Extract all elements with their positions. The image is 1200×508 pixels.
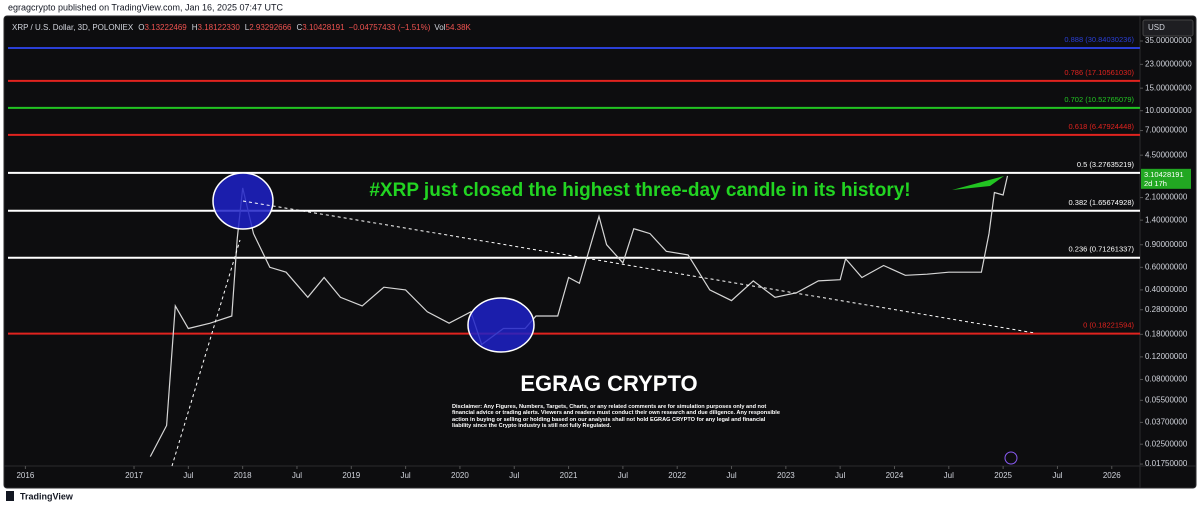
y-tick-label: 0.01750000: [1145, 459, 1188, 468]
y-tick-label: 0.90000000: [1145, 240, 1188, 249]
x-tick-label: 2024: [886, 471, 904, 480]
ohlc-value: 3.10428191: [302, 23, 345, 32]
annotation: #XRP just closed the highest three-day c…: [369, 180, 910, 201]
x-tick-label: 2019: [342, 471, 360, 480]
brand: EGRAG CRYPTO: [520, 371, 697, 396]
x-tick-label: Jul: [944, 471, 954, 480]
plus-button[interactable]: [1004, 451, 1018, 465]
arrow: [952, 176, 1004, 190]
x-tick-label: 2017: [125, 471, 143, 480]
fib-label: 0.786 (17.10561030): [1064, 68, 1134, 77]
trend-line: [242, 200, 1036, 334]
y-tick-label: 0.05500000: [1145, 395, 1188, 404]
y-tick-label: 2.10000000: [1145, 193, 1188, 202]
disclaimer: Disclaimer: Any Figures, Numbers, Target…: [452, 404, 780, 430]
logo: [6, 491, 14, 501]
price-tag-countdown: 2d 17h: [1144, 179, 1167, 188]
y-tick-label: 0.28000000: [1145, 305, 1188, 314]
x-tick-label: 2025: [994, 471, 1012, 480]
x-tick-label: Jul: [400, 471, 410, 480]
y-tick-label: 35.00000000: [1145, 36, 1192, 45]
symbol-legend: XRP / U.S. Dollar, 3D, POLONIEX O3.132224…: [12, 23, 472, 32]
x-tick-label: 2020: [451, 471, 469, 480]
fib-label: 0 (0.18221594): [1083, 321, 1134, 330]
x-tick-label: 2018: [234, 471, 252, 480]
ohlc-value: 3.13222469: [144, 23, 187, 32]
symbol: XRP / U.S. Dollar, 3D, POLONIEX: [12, 23, 134, 32]
x-tick-label: Jul: [618, 471, 628, 480]
y-tick-label: 0.02500000: [1145, 439, 1188, 448]
x-tick-label: Jul: [509, 471, 519, 480]
price-line: [149, 175, 1009, 457]
x-tick-label: Jul: [292, 471, 302, 480]
x-tick-label: 2023: [777, 471, 795, 480]
y-tick-label: 0.60000000: [1145, 262, 1188, 271]
x-tick-label: Jul: [726, 471, 736, 480]
x-tick-label: 2021: [560, 471, 578, 480]
ohlc-key: H: [192, 23, 198, 32]
price-tag: [1141, 168, 1191, 189]
x-tick-label: Jul: [183, 471, 193, 480]
y-tick-label: 0.18000000: [1145, 329, 1188, 338]
ohlc-key: C: [297, 23, 303, 32]
y-tick-label: 0.12000000: [1145, 352, 1188, 361]
change: −0.04757433 (−1.51%): [349, 23, 431, 32]
x-tick-label: 2022: [668, 471, 686, 480]
y-tick-label: 1.40000000: [1145, 215, 1188, 224]
volume: 54.38K: [446, 23, 472, 32]
y-tick-label: 10.00000000: [1145, 106, 1192, 115]
y-tick-label: 0.08000000: [1145, 375, 1188, 384]
y-tick-label: 15.00000000: [1145, 83, 1192, 92]
highlight-circle: [467, 297, 535, 353]
x-tick-label: 2016: [16, 471, 34, 480]
y-tick-label: 0.40000000: [1145, 285, 1188, 294]
y-tick-label: 0.03700000: [1145, 417, 1188, 426]
fib-label: 0.702 (10.52765079): [1064, 95, 1134, 104]
currency-box: [1142, 19, 1194, 37]
currency: USD: [1148, 23, 1165, 32]
fib-label: 0.236 (0.71261337): [1069, 245, 1135, 254]
published-line: egragcrypto published on TradingView.com…: [8, 2, 284, 12]
x-tick-label: Jul: [835, 471, 845, 480]
ohlc-value: 3.18122330: [198, 23, 241, 32]
footer-brand: TradingView: [20, 491, 74, 501]
fib-label: 0.382 (1.65674928): [1069, 198, 1135, 207]
ohlc-value: 2.93292666: [249, 23, 292, 32]
fib-label: 0.618 (6.47924448): [1069, 122, 1135, 131]
x-tick-label: Jul: [1052, 471, 1062, 480]
fib-label: 0.888 (30.84030236): [1064, 35, 1134, 44]
volume-key: Vol: [434, 23, 445, 32]
y-tick-label: 23.00000000: [1145, 59, 1192, 68]
y-tick-label: 4.50000000: [1145, 150, 1188, 159]
fib-label: 0.5 (3.27635219): [1077, 160, 1135, 169]
ohlc-key: L: [245, 23, 250, 32]
y-tick-label: 7.00000000: [1145, 126, 1188, 135]
x-tick-label: 2026: [1103, 471, 1121, 480]
price-tag-value: 3.10428191: [1144, 170, 1184, 179]
ohlc-key: O: [138, 23, 144, 32]
